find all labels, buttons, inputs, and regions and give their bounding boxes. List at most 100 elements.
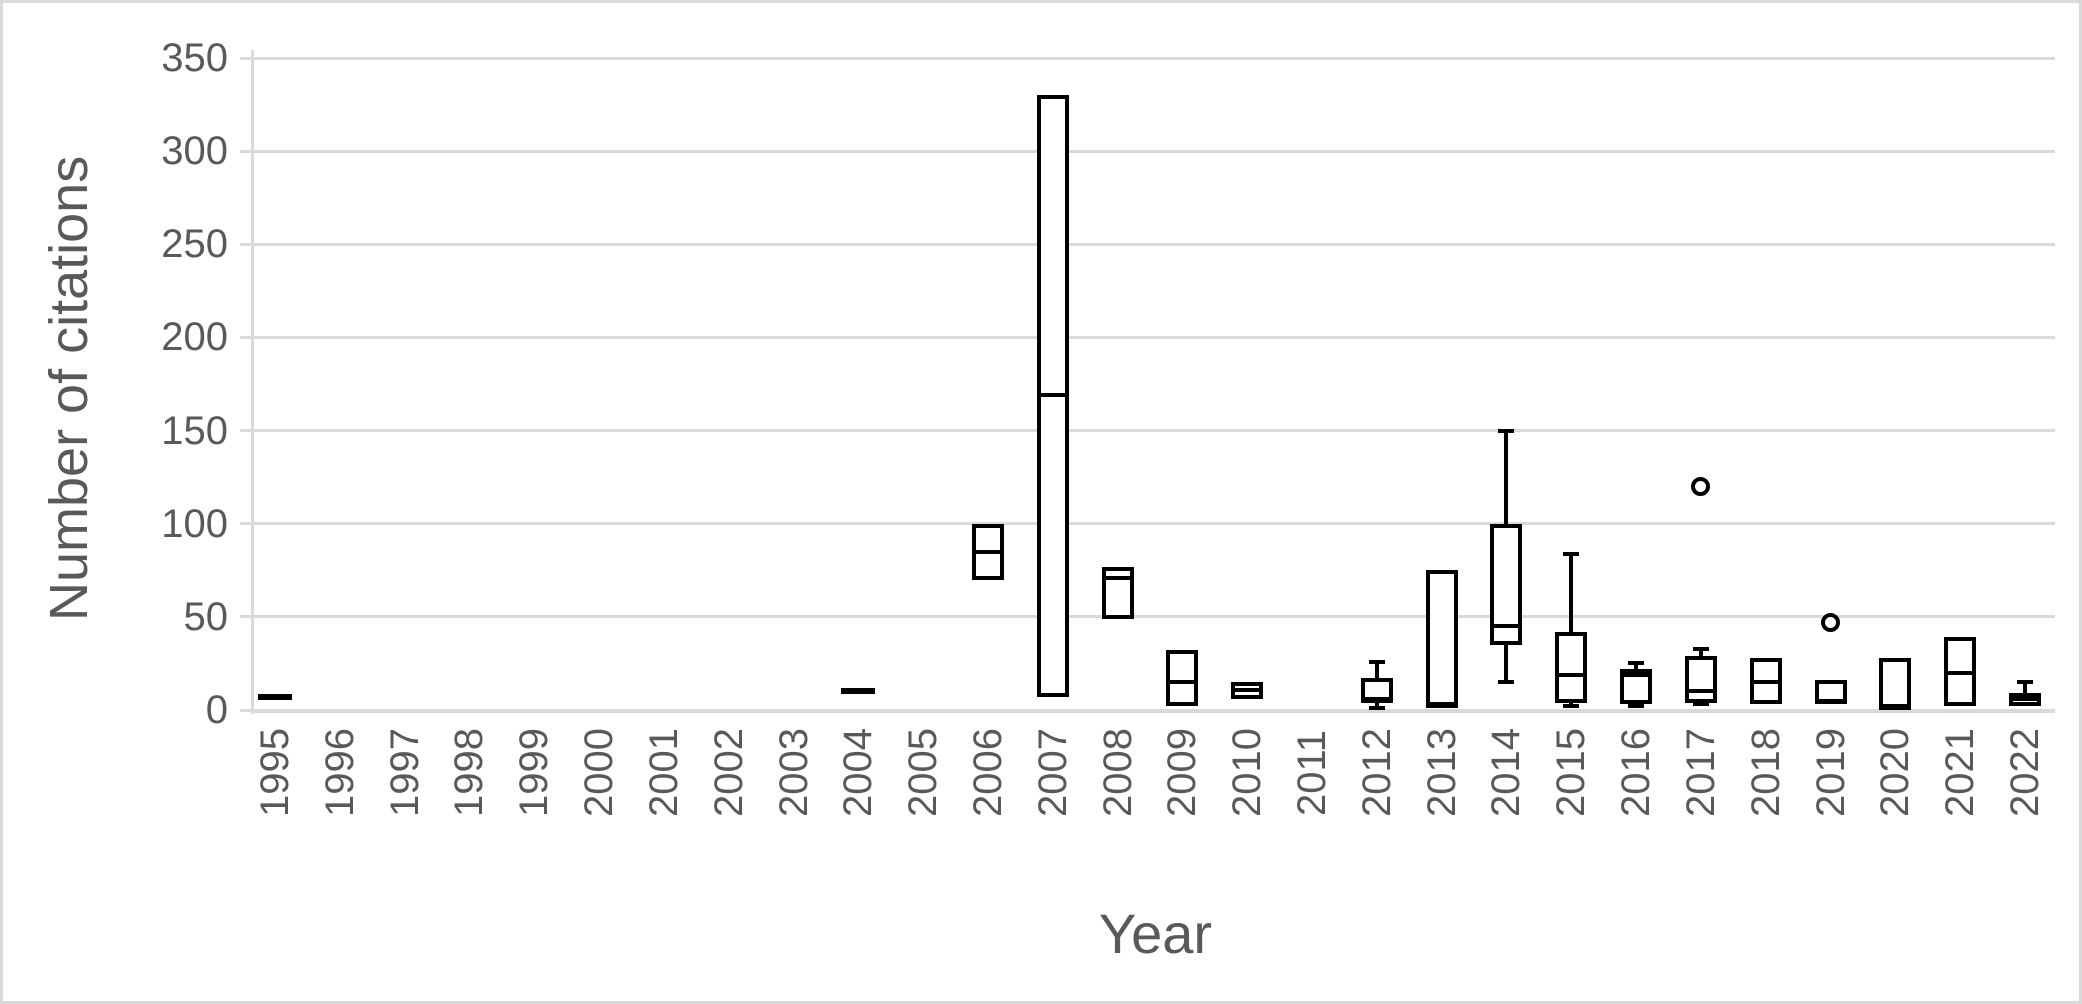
x-axis-title: Year	[1098, 902, 1213, 965]
y-tick-label-50: 50	[183, 594, 229, 639]
upper-whisker-cap-2012	[1368, 659, 1385, 664]
lower-whisker-cap-2012	[1368, 706, 1385, 711]
x-tick-label-2011: 2011	[1290, 730, 1335, 817]
boxplot-box-2015	[1555, 631, 1588, 703]
upper-whisker-cap-2014	[1498, 428, 1515, 433]
median-line-2006	[971, 549, 1004, 554]
lower-whisker-2014	[1504, 644, 1509, 683]
median-line-2010	[1231, 687, 1264, 692]
y-tick-300	[240, 149, 253, 153]
y-tick-label-250: 250	[161, 222, 228, 267]
plot-area: 0 50 100 150 200 250 300 350 1995 1996 1997 1998 199…	[3, 3, 2079, 1001]
x-tick-label-2007: 2007	[1030, 728, 1075, 818]
boxplot-box-2009	[1166, 650, 1199, 707]
y-tick-350	[240, 56, 253, 60]
upper-whisker-2015	[1569, 553, 1574, 632]
lower-whisker-cap-2015	[1563, 704, 1580, 709]
x-tick-label-2003: 2003	[771, 728, 816, 818]
median-line-2022	[2009, 696, 2041, 701]
y-tick-200	[240, 335, 253, 339]
x-tick-label-2012: 2012	[1354, 728, 1399, 818]
x-tick-label-2002: 2002	[706, 728, 751, 818]
x-tick-label-2018: 2018	[1743, 728, 1788, 818]
x-tick-label-2020: 2020	[1873, 728, 1918, 818]
y-tick-label-350: 350	[161, 36, 228, 80]
median-line-2019	[1814, 698, 1847, 703]
median-line-2015	[1555, 672, 1588, 677]
x-tick-label-2017: 2017	[1678, 728, 1723, 818]
y-tick-250	[240, 242, 253, 246]
median-line-2017	[1684, 689, 1717, 694]
x-tick-label-2019: 2019	[1808, 728, 1853, 818]
x-tick-label-2014: 2014	[1484, 728, 1529, 818]
lower-whisker-cap-2017	[1692, 702, 1709, 707]
median-line-2021	[1944, 670, 1977, 675]
boxplot-box-2008	[1101, 566, 1134, 619]
upper-whisker-2014	[1504, 430, 1509, 524]
outlier-marker-2019-0	[1821, 612, 1841, 632]
median-line-2014	[1490, 624, 1523, 629]
x-tick-label-2016: 2016	[1614, 728, 1659, 818]
x-tick-label-2004: 2004	[836, 728, 881, 818]
upper-whisker-2016	[1634, 663, 1639, 669]
x-tick-label-2015: 2015	[1549, 728, 1594, 818]
y-tick-100	[240, 522, 253, 526]
upper-whisker-2012	[1374, 661, 1379, 679]
gridline-50	[253, 615, 2055, 619]
gridline-100	[253, 522, 2055, 526]
median-line-2007	[1036, 393, 1069, 398]
gridline-200	[253, 335, 2055, 339]
x-tick-label-2000: 2000	[577, 728, 622, 818]
y-tick-label-0: 0	[205, 688, 228, 732]
single-value-dash-1995	[258, 693, 292, 700]
x-tick-label-1995: 1995	[253, 728, 297, 818]
y-tick-label-100: 100	[161, 501, 228, 546]
x-tick-label-2010: 2010	[1225, 728, 1270, 818]
median-line-2016	[1620, 672, 1653, 677]
y-axis-line	[251, 50, 254, 714]
x-tick-label-1998: 1998	[447, 728, 492, 818]
lower-whisker-2012	[1374, 702, 1379, 709]
boxplot-box-2017	[1684, 655, 1717, 703]
median-line-2008	[1101, 575, 1134, 580]
x-tick-label-2013: 2013	[1419, 728, 1464, 818]
x-tick-label-2005: 2005	[901, 728, 946, 818]
upper-whisker-cap-2017	[1692, 646, 1709, 651]
x-tick-label-1996: 1996	[317, 728, 362, 818]
x-tick-label-2008: 2008	[1095, 728, 1140, 818]
x-tick-label-2021: 2021	[1938, 728, 1983, 818]
gridline-300	[253, 149, 2055, 153]
y-tick-50	[240, 615, 253, 619]
upper-whisker-cap-2015	[1563, 551, 1580, 556]
gridline-150	[253, 429, 2055, 433]
gridline-350	[253, 56, 2055, 60]
upper-whisker-cap-2016	[1628, 661, 1645, 666]
lower-whisker-cap-2016	[1628, 704, 1645, 709]
x-tick-label-1997: 1997	[382, 728, 427, 818]
upper-whisker-cap-2022	[2017, 680, 2033, 685]
gridline-250	[253, 242, 2055, 246]
median-line-2012	[1360, 696, 1393, 701]
y-tick-label-300: 300	[161, 129, 228, 174]
gridline-0	[253, 708, 2055, 713]
lower-whisker-cap-2014	[1498, 680, 1515, 685]
y-tick-150	[240, 429, 253, 433]
upper-whisker-2017	[1698, 648, 1703, 656]
outlier-marker-2017-0	[1691, 476, 1711, 496]
y-axis-title: Number of citations	[39, 155, 99, 621]
median-line-2020	[1879, 706, 1912, 711]
x-tick-label-2022: 2022	[2003, 728, 2047, 818]
boxplot-box-2013	[1425, 570, 1458, 707]
boxplot-box-2020	[1879, 657, 1912, 709]
x-tick-label-1999: 1999	[512, 728, 557, 818]
single-value-dash-2004	[841, 688, 876, 695]
y-tick-label-150: 150	[161, 408, 228, 453]
y-tick-0	[240, 708, 253, 712]
y-tick-label-200: 200	[161, 315, 228, 360]
median-line-2013	[1425, 704, 1458, 709]
upper-whisker-2022	[2023, 682, 2027, 694]
median-line-2009	[1166, 680, 1199, 685]
x-tick-label-2009: 2009	[1160, 728, 1205, 818]
x-tick-label-2006: 2006	[965, 728, 1010, 818]
median-line-2018	[1749, 680, 1782, 685]
